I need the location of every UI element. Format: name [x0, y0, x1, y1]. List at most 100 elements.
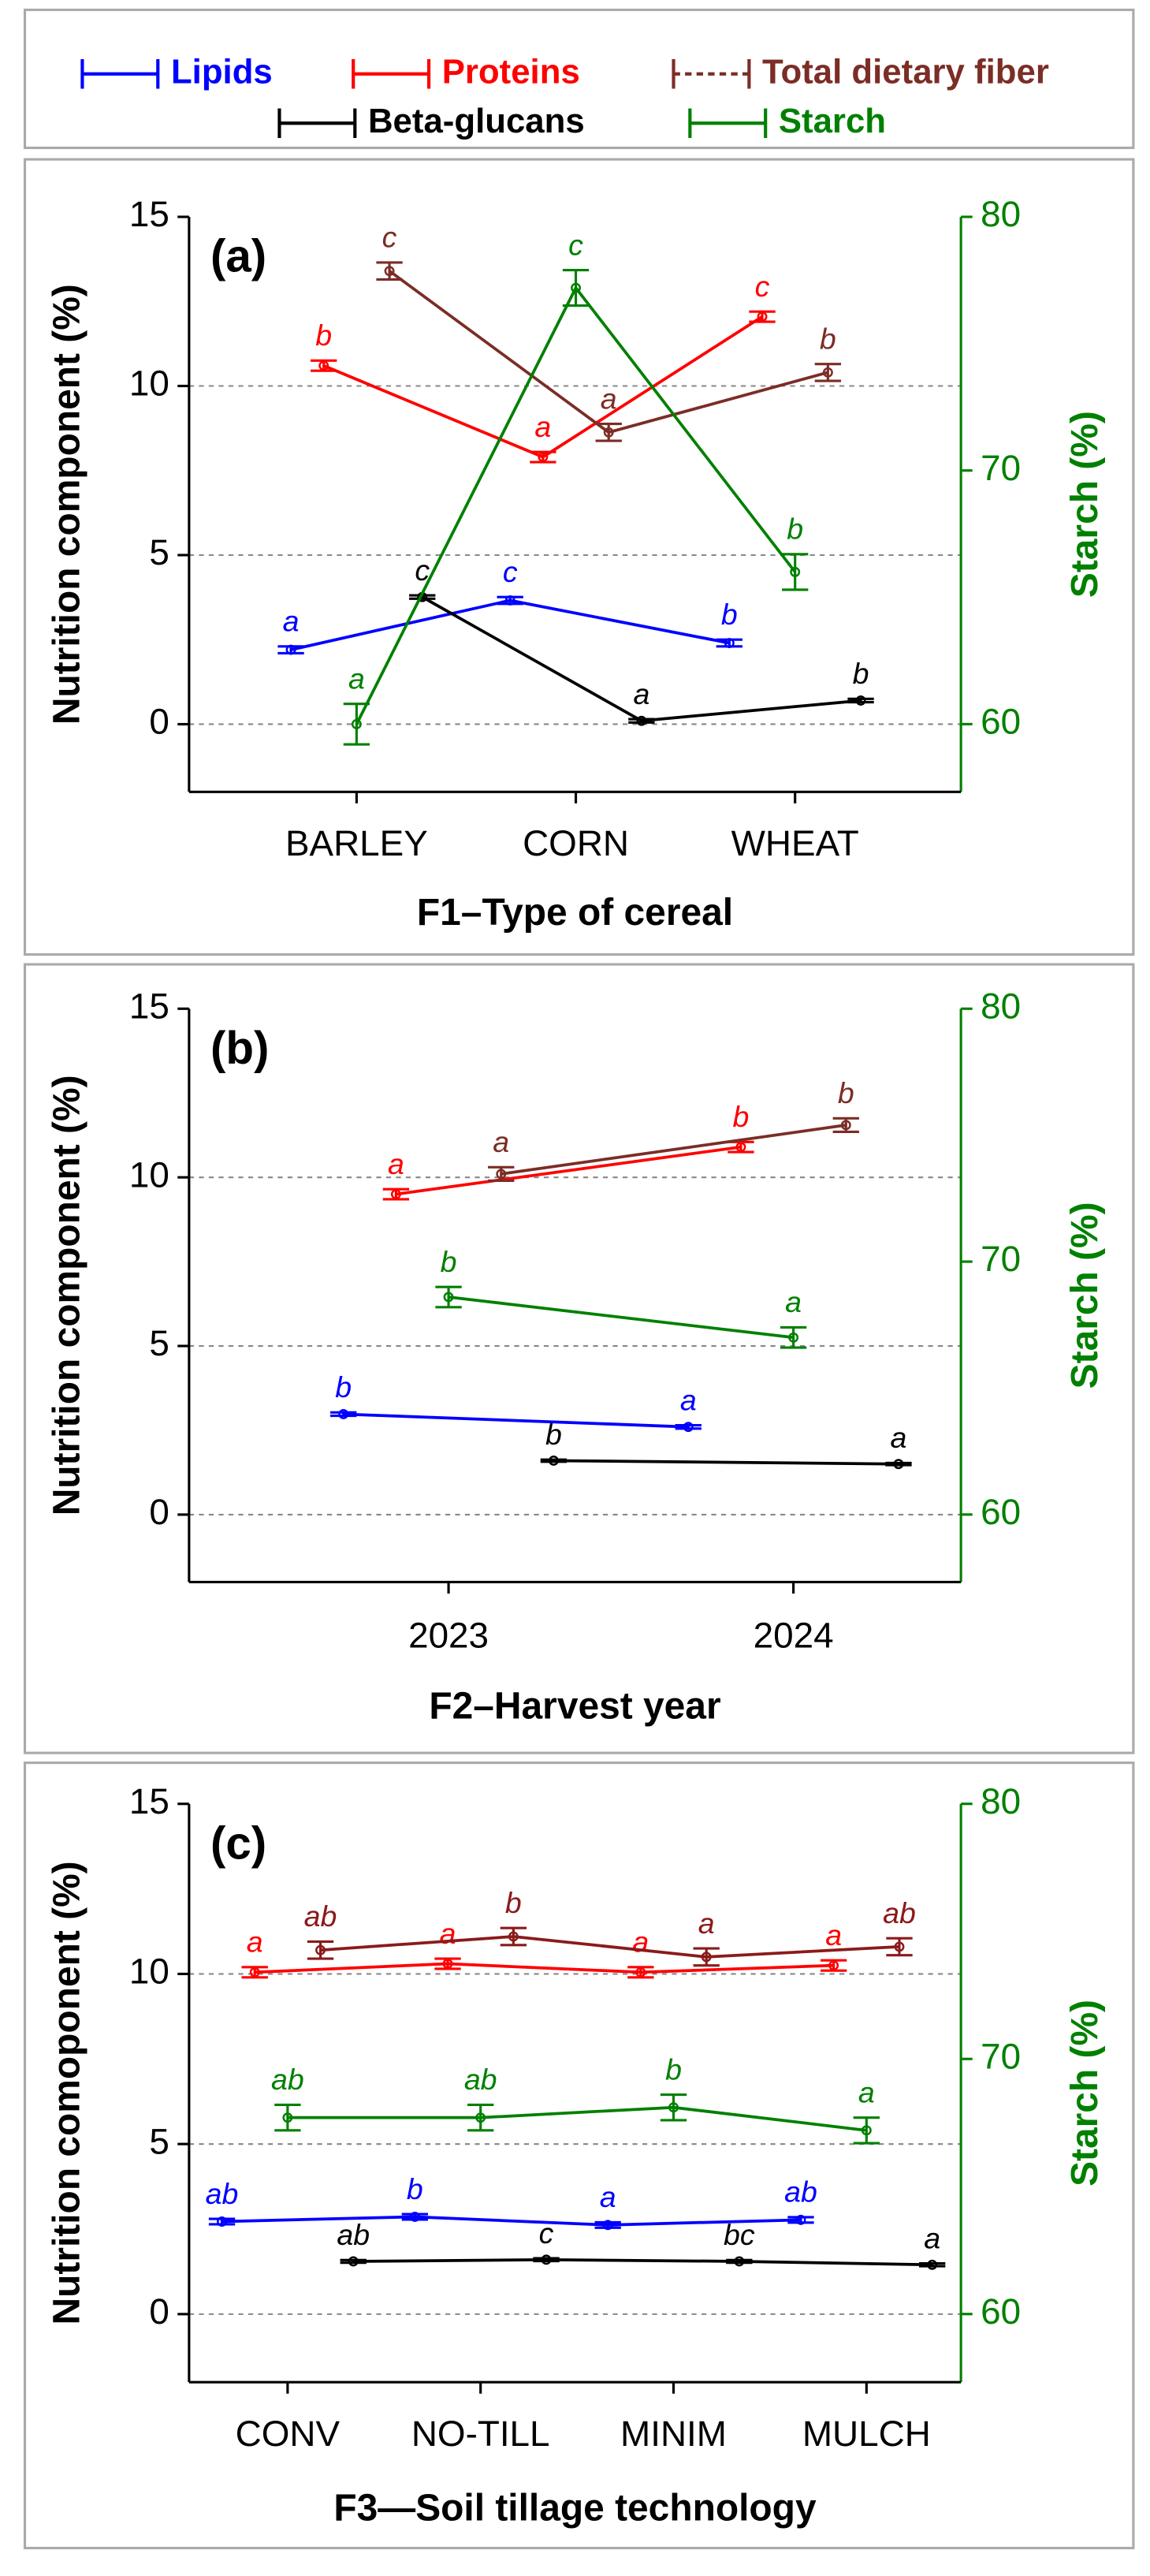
data-point	[894, 1941, 905, 1952]
data-point	[390, 1189, 401, 1200]
significance-letter: a	[283, 605, 300, 638]
significance-letter: ab	[304, 1899, 337, 1933]
significance-letter: a	[632, 1925, 649, 1959]
data-point	[249, 1966, 260, 1978]
y-tick-label: 5	[149, 532, 169, 572]
significance-letter: c	[382, 221, 397, 254]
data-point	[282, 2112, 293, 2123]
data-point	[840, 1120, 851, 1131]
legend-label: Lipids	[171, 52, 273, 91]
legend-label: Proteins	[442, 52, 580, 91]
panel-frame	[23, 963, 1135, 1754]
significance-letter: a	[924, 2221, 940, 2254]
legend-label: Total dietary fiber	[762, 52, 1049, 91]
significance-letter: a	[348, 662, 365, 695]
data-point	[822, 367, 833, 378]
significance-letter: b	[721, 598, 738, 631]
y2-tick-label: 60	[981, 1492, 1021, 1532]
significance-letter: b	[665, 2052, 682, 2086]
significance-letter: a	[493, 1125, 509, 1158]
significance-letter: ab	[784, 2175, 817, 2209]
data-point	[571, 282, 582, 293]
x-tick-label: NO-TILL	[411, 2414, 550, 2454]
significance-letter: a	[534, 410, 551, 443]
y-tick-label: 10	[129, 1952, 169, 1992]
series-line	[501, 1124, 847, 1176]
panel-label: (a)	[210, 231, 266, 282]
data-point	[318, 360, 329, 371]
y2-tick-label: 70	[981, 448, 1021, 488]
significance-letter: a	[601, 382, 617, 415]
data-point	[541, 2254, 552, 2265]
significance-letter: b	[335, 1370, 352, 1404]
y-tick-label: 0	[149, 702, 169, 742]
data-point	[668, 2102, 679, 2113]
data-point	[285, 644, 296, 655]
panel-label: (c)	[210, 1817, 266, 1869]
significance-letter: c	[415, 554, 430, 587]
significance-letter: c	[539, 2216, 554, 2250]
significance-letter: b	[441, 1245, 457, 1278]
series-line	[320, 1935, 900, 1959]
significance-letter: ab	[464, 2063, 497, 2096]
significance-letter: b	[787, 513, 803, 546]
x-axis-title: F3—Soil tillage technology	[333, 2487, 817, 2529]
panel-frame	[23, 1761, 1135, 2550]
significance-letter: a	[680, 1383, 697, 1416]
significance-letter: a	[600, 2180, 616, 2213]
data-point	[757, 311, 768, 322]
data-point	[724, 638, 735, 648]
data-point	[788, 1332, 799, 1343]
y-tick-label: 15	[129, 1781, 169, 1821]
data-point	[602, 2220, 613, 2231]
x-axis-title: F1–Type of cereal	[417, 892, 733, 934]
data-point	[475, 2112, 486, 2123]
panel-label: (b)	[210, 1023, 269, 1074]
data-point	[496, 1169, 507, 1180]
significance-letter: ab	[337, 2218, 370, 2251]
data-point	[603, 427, 614, 438]
series-line	[396, 1145, 742, 1196]
significance-letter: a	[858, 2075, 875, 2108]
series-line	[255, 1962, 834, 1974]
y-tick-label: 15	[129, 986, 169, 1026]
significance-letter: b	[853, 657, 869, 690]
data-point	[861, 2125, 872, 2136]
y-axis-title: Nutrition component (%)	[46, 284, 87, 725]
data-point	[735, 1142, 746, 1153]
data-point	[504, 595, 515, 606]
x-tick-label: CONV	[236, 2414, 341, 2454]
data-point	[348, 2256, 359, 2267]
series-line	[448, 1295, 794, 1340]
data-point	[351, 718, 362, 729]
y2-axis-title: Starch (%)	[1064, 1202, 1106, 1389]
significance-letter: a	[388, 1147, 404, 1180]
y-tick-label: 15	[129, 194, 169, 234]
significance-letter: a	[825, 1918, 842, 1952]
data-point	[508, 1931, 519, 1942]
y2-axis-title: Starch (%)	[1064, 2000, 1106, 2186]
series-line	[221, 2215, 802, 2227]
data-point	[443, 1292, 454, 1303]
y-tick-label: 10	[129, 363, 169, 404]
significance-letter: b	[838, 1076, 854, 1109]
y2-axis-title: Starch (%)	[1064, 411, 1106, 598]
y-axis-title: Nutrition comoponent (%)	[46, 1861, 87, 2324]
x-tick-label: CORN	[523, 823, 629, 863]
significance-letter: b	[407, 2172, 423, 2205]
significance-letter: a	[891, 1421, 907, 1454]
legend-box	[23, 8, 1135, 150]
data-point	[893, 1459, 904, 1470]
y2-tick-label: 80	[981, 986, 1021, 1026]
data-point	[384, 266, 395, 277]
x-tick-label: BARLEY	[285, 823, 428, 863]
series-line	[353, 2257, 932, 2267]
y2-tick-label: 60	[981, 701, 1021, 741]
significance-letter: a	[440, 1917, 456, 1950]
data-point	[855, 695, 866, 706]
significance-letter: ab	[883, 1896, 916, 1929]
x-tick-label: 2023	[408, 1615, 489, 1655]
significance-letter: ab	[206, 2177, 239, 2210]
y2-tick-label: 60	[981, 2291, 1021, 2332]
y-tick-label: 5	[149, 2121, 169, 2161]
